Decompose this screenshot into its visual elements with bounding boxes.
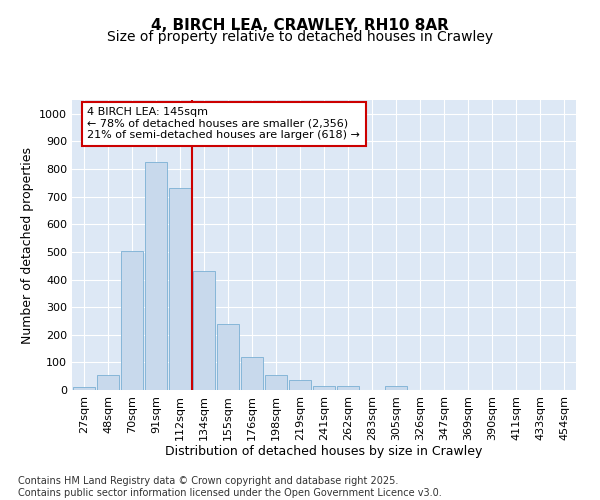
Bar — [289, 380, 311, 390]
Bar — [337, 386, 359, 390]
Bar — [313, 386, 335, 390]
Text: Contains HM Land Registry data © Crown copyright and database right 2025.
Contai: Contains HM Land Registry data © Crown c… — [18, 476, 442, 498]
Bar — [217, 324, 239, 390]
Bar — [97, 375, 119, 390]
Y-axis label: Number of detached properties: Number of detached properties — [20, 146, 34, 344]
Bar — [265, 375, 287, 390]
Bar — [385, 386, 407, 390]
Bar — [241, 357, 263, 390]
Text: 4 BIRCH LEA: 145sqm
← 78% of detached houses are smaller (2,356)
21% of semi-det: 4 BIRCH LEA: 145sqm ← 78% of detached ho… — [87, 108, 360, 140]
Text: Size of property relative to detached houses in Crawley: Size of property relative to detached ho… — [107, 30, 493, 44]
Bar — [73, 387, 95, 390]
Bar — [169, 188, 191, 390]
Bar — [145, 162, 167, 390]
X-axis label: Distribution of detached houses by size in Crawley: Distribution of detached houses by size … — [166, 446, 482, 458]
Bar — [121, 250, 143, 390]
Text: 4, BIRCH LEA, CRAWLEY, RH10 8AR: 4, BIRCH LEA, CRAWLEY, RH10 8AR — [151, 18, 449, 32]
Bar — [193, 271, 215, 390]
